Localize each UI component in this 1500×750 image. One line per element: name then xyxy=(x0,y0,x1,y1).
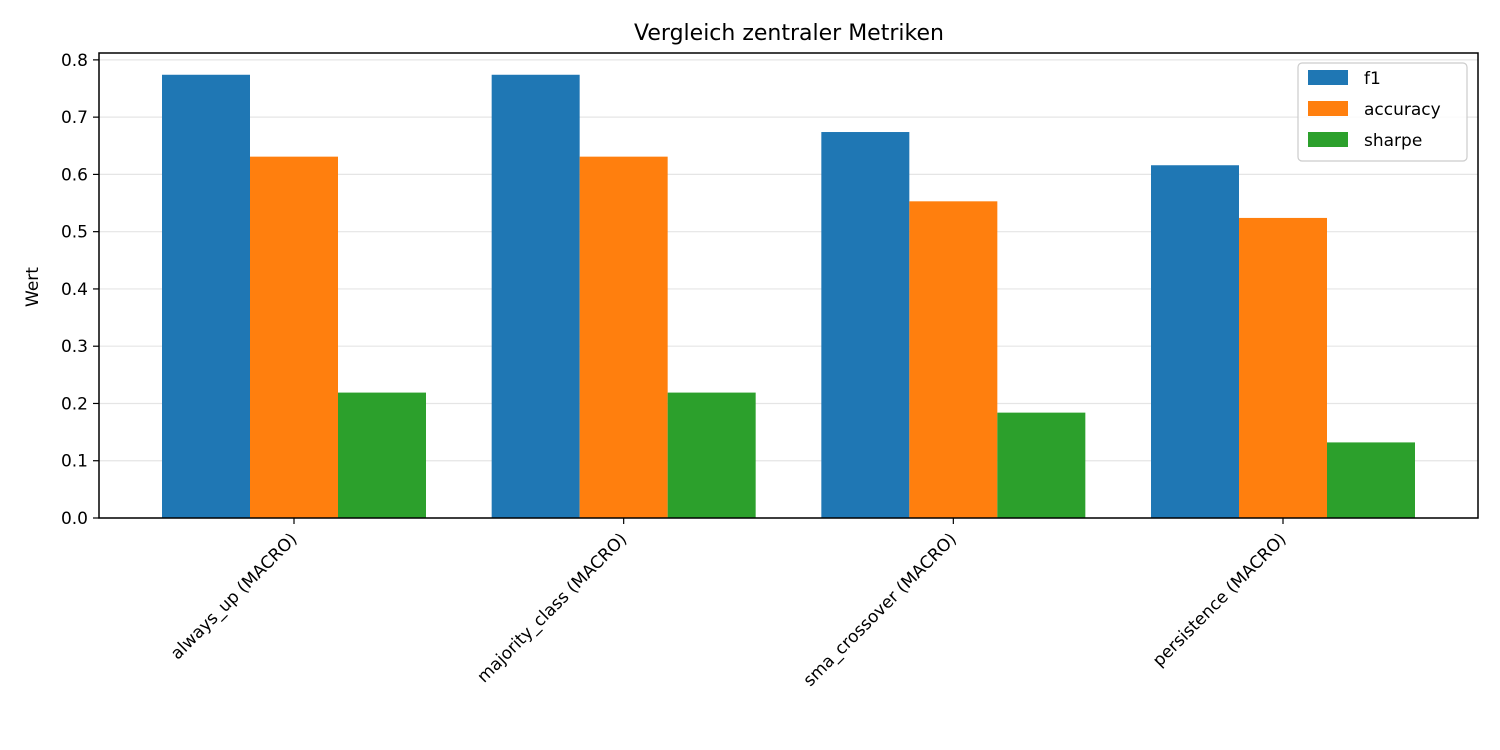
x-tick-label: always_up (MACRO) xyxy=(167,529,301,663)
plot-frame xyxy=(98,52,1479,519)
y-tick-label: 0.4 xyxy=(61,280,88,300)
y-tick-label: 0.1 xyxy=(61,452,88,472)
legend: f1 accuracy sharpe xyxy=(1297,62,1468,162)
bar-f1-2 xyxy=(821,132,910,518)
y-tick-label: 0.8 xyxy=(61,51,88,71)
x-tick-label: persistence (MACRO) xyxy=(1149,529,1291,671)
legend-label-f1: f1 xyxy=(1364,69,1381,89)
bars-group xyxy=(162,74,1415,519)
x-tick-label: sma_crossover (MACRO) xyxy=(800,529,961,690)
legend-swatch-sharpe xyxy=(1308,132,1348,147)
y-tick-label: 0.3 xyxy=(61,337,88,357)
bar-accuracy-3 xyxy=(1239,217,1327,519)
y-tick-label: 0.6 xyxy=(61,165,88,185)
x-axis-ticks: always_up (MACRO) majority_class (MACRO) s… xyxy=(167,518,1291,691)
bar-sharpe-3 xyxy=(1327,442,1415,518)
legend-label-accuracy: accuracy xyxy=(1364,100,1441,120)
legend-swatch-f1 xyxy=(1308,70,1348,85)
bar-f1-0 xyxy=(162,74,250,519)
bar-accuracy-2 xyxy=(909,201,998,518)
x-tick-label: majority_class (MACRO) xyxy=(474,529,632,687)
y-axis-ticks: 0.0 0.1 0.2 0.3 0.4 0.5 0.6 0.7 0.8 xyxy=(61,51,99,529)
bar-f1-3 xyxy=(1151,165,1239,518)
y-tick-label: 0.7 xyxy=(61,108,88,128)
bar-sharpe-1 xyxy=(667,392,756,518)
y-tick-label: 0.0 xyxy=(61,509,88,529)
y-axis-label: Wert xyxy=(23,267,43,307)
chart-title: Vergleich zentraler Metriken xyxy=(634,21,944,46)
bar-accuracy-0 xyxy=(250,156,338,518)
y-tick-label: 0.5 xyxy=(61,223,88,243)
bar-accuracy-1 xyxy=(579,156,668,518)
y-tick-label: 0.2 xyxy=(61,394,88,414)
bar-sharpe-0 xyxy=(338,392,426,518)
bar-sharpe-2 xyxy=(997,412,1086,518)
legend-label-sharpe: sharpe xyxy=(1364,131,1422,151)
bar-f1-1 xyxy=(491,74,580,519)
legend-swatch-accuracy xyxy=(1308,101,1348,116)
